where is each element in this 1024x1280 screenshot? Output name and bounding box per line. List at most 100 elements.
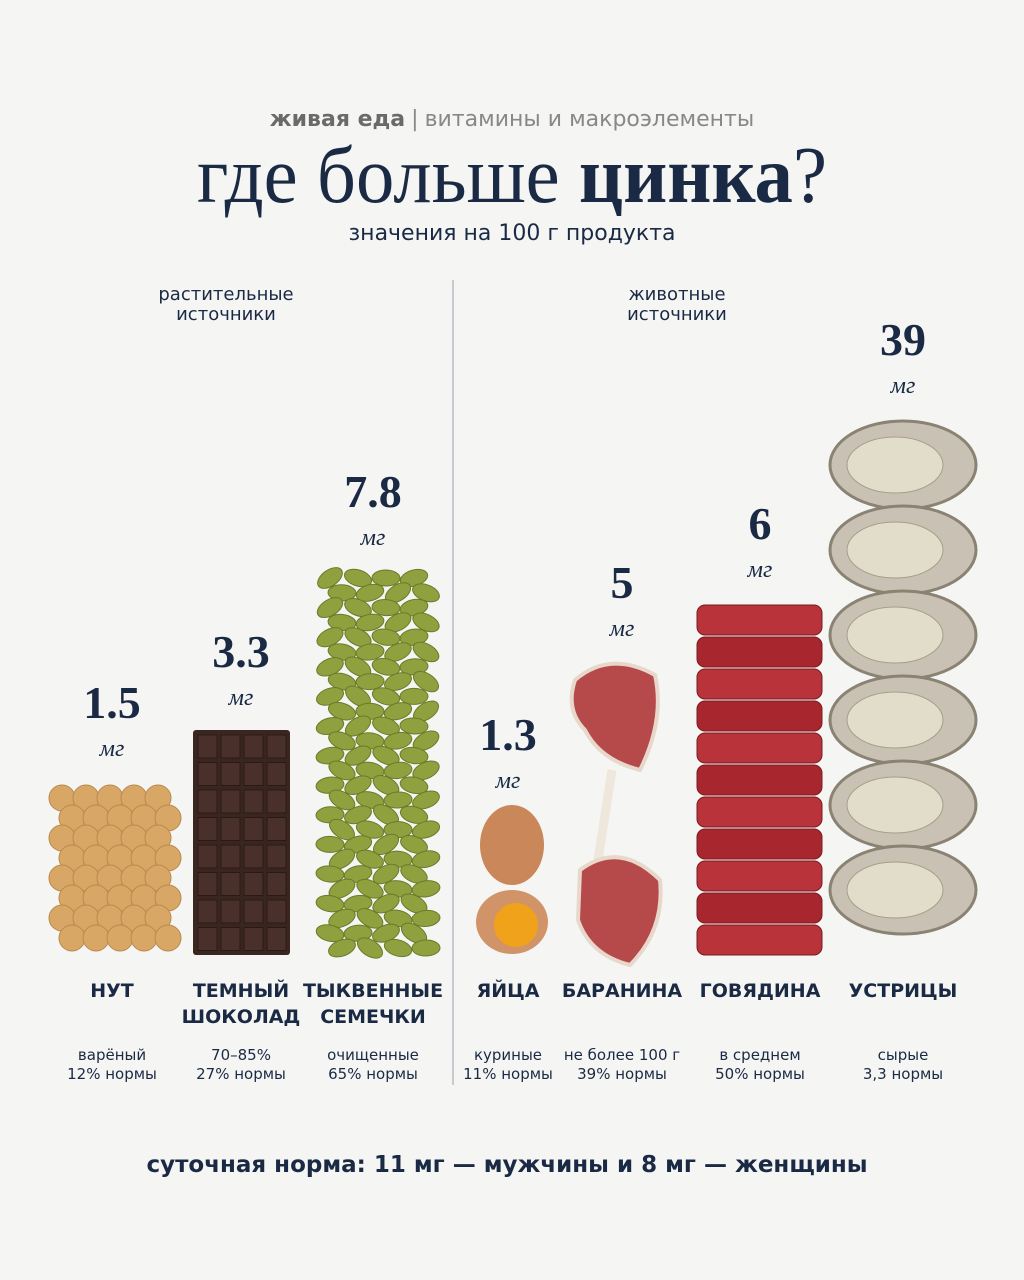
chocolate-piece — [197, 762, 218, 786]
topic: витамины и макроэлементы — [425, 107, 755, 132]
chocolate-piece — [197, 789, 218, 814]
seed — [356, 908, 384, 929]
footer: суточная норма: 11 мг — мужчины и 8 мг —… — [146, 1152, 867, 1178]
name: ЯЙЦА — [477, 979, 540, 1002]
oyster — [846, 436, 944, 494]
unit: мг — [228, 685, 254, 711]
value: 1.5 — [83, 677, 141, 728]
chocolate-piece — [197, 844, 218, 869]
chocolate-piece — [243, 899, 264, 924]
seed — [372, 716, 400, 736]
chocolate-piece — [266, 762, 287, 786]
seed — [383, 761, 413, 780]
chocolate-piece — [243, 817, 264, 841]
note: куриные — [474, 1046, 542, 1064]
seed — [355, 613, 385, 632]
note: варёный — [78, 1046, 146, 1064]
brand: живая еда — [270, 107, 405, 132]
unit: мг — [495, 768, 521, 794]
chocolate-piece — [266, 844, 287, 869]
unit: мг — [747, 557, 773, 583]
seed — [371, 687, 401, 706]
seed — [328, 908, 356, 929]
unit: мг — [890, 373, 916, 399]
beef-slice — [696, 924, 823, 956]
seed — [411, 909, 441, 927]
seed — [411, 820, 441, 839]
chocolate-piece — [197, 872, 218, 896]
note: в среднем — [719, 1046, 800, 1064]
beef-slice — [696, 636, 823, 668]
value: 39 — [880, 314, 926, 365]
egg — [480, 805, 544, 885]
egg-yolk — [494, 903, 538, 947]
chocolate-piece — [243, 734, 264, 759]
seed — [399, 687, 429, 705]
chickpea — [130, 924, 158, 952]
seed — [355, 673, 385, 691]
seed — [399, 776, 429, 795]
chickpea — [82, 924, 110, 952]
seed — [317, 567, 343, 589]
name: ТЕМНЫЙ — [193, 979, 289, 1002]
note: 27% нормы — [196, 1065, 286, 1083]
seed — [315, 835, 345, 853]
group-label: источники — [627, 304, 727, 325]
chocolate-piece — [197, 734, 218, 759]
chocolate-piece — [197, 817, 218, 841]
beef-slice — [696, 796, 823, 828]
value: 5 — [611, 557, 634, 608]
title-b: цинка — [579, 132, 793, 220]
chocolate-piece — [266, 927, 287, 951]
unit: мг — [360, 525, 386, 551]
chocolate — [193, 730, 290, 955]
seed — [399, 717, 429, 735]
seed — [344, 598, 372, 618]
chocolate-piece — [220, 872, 241, 896]
seed — [316, 597, 344, 619]
name: НУТ — [90, 980, 134, 1002]
seed — [383, 791, 413, 809]
unit: мг — [609, 616, 635, 642]
note: не более 100 г — [564, 1046, 680, 1064]
chocolate-piece — [220, 734, 241, 759]
beef-slice — [696, 828, 823, 860]
seed — [371, 569, 401, 587]
chocolate-piece — [220, 817, 241, 841]
chocolate-piece — [266, 872, 287, 896]
chickpea — [58, 924, 86, 952]
chocolate-piece — [197, 899, 218, 924]
title-c: ? — [793, 132, 827, 220]
chocolate-piece — [266, 817, 287, 841]
seed — [384, 672, 412, 692]
seed — [372, 745, 400, 766]
seed — [411, 850, 441, 869]
chocolate-piece — [220, 899, 241, 924]
beef-slice — [696, 892, 823, 924]
chocolate-piece — [266, 899, 287, 924]
name: ГОВЯДИНА — [700, 980, 821, 1002]
chocolate-piece — [197, 927, 218, 951]
seed — [400, 864, 428, 884]
oyster — [846, 861, 944, 919]
oyster — [846, 606, 944, 664]
seed — [412, 790, 440, 810]
chickpea — [106, 924, 134, 952]
note: 11% нормы — [463, 1065, 553, 1083]
chocolate-piece — [243, 762, 264, 786]
beef-slice — [696, 700, 823, 732]
chocolate-piece — [220, 762, 241, 786]
seed — [328, 789, 356, 811]
seed — [412, 641, 440, 663]
chickpea — [154, 924, 182, 952]
seed — [383, 702, 413, 721]
name: БАРАНИНА — [562, 980, 683, 1002]
note: 50% нормы — [715, 1065, 805, 1083]
value: 6 — [749, 498, 772, 549]
name: ТЫКВЕННЫЕ — [303, 980, 443, 1002]
beef-slice — [696, 764, 823, 796]
beef-slice — [696, 668, 823, 700]
seed — [343, 568, 373, 588]
value: 7.8 — [344, 466, 402, 517]
chocolate-piece — [243, 789, 264, 814]
